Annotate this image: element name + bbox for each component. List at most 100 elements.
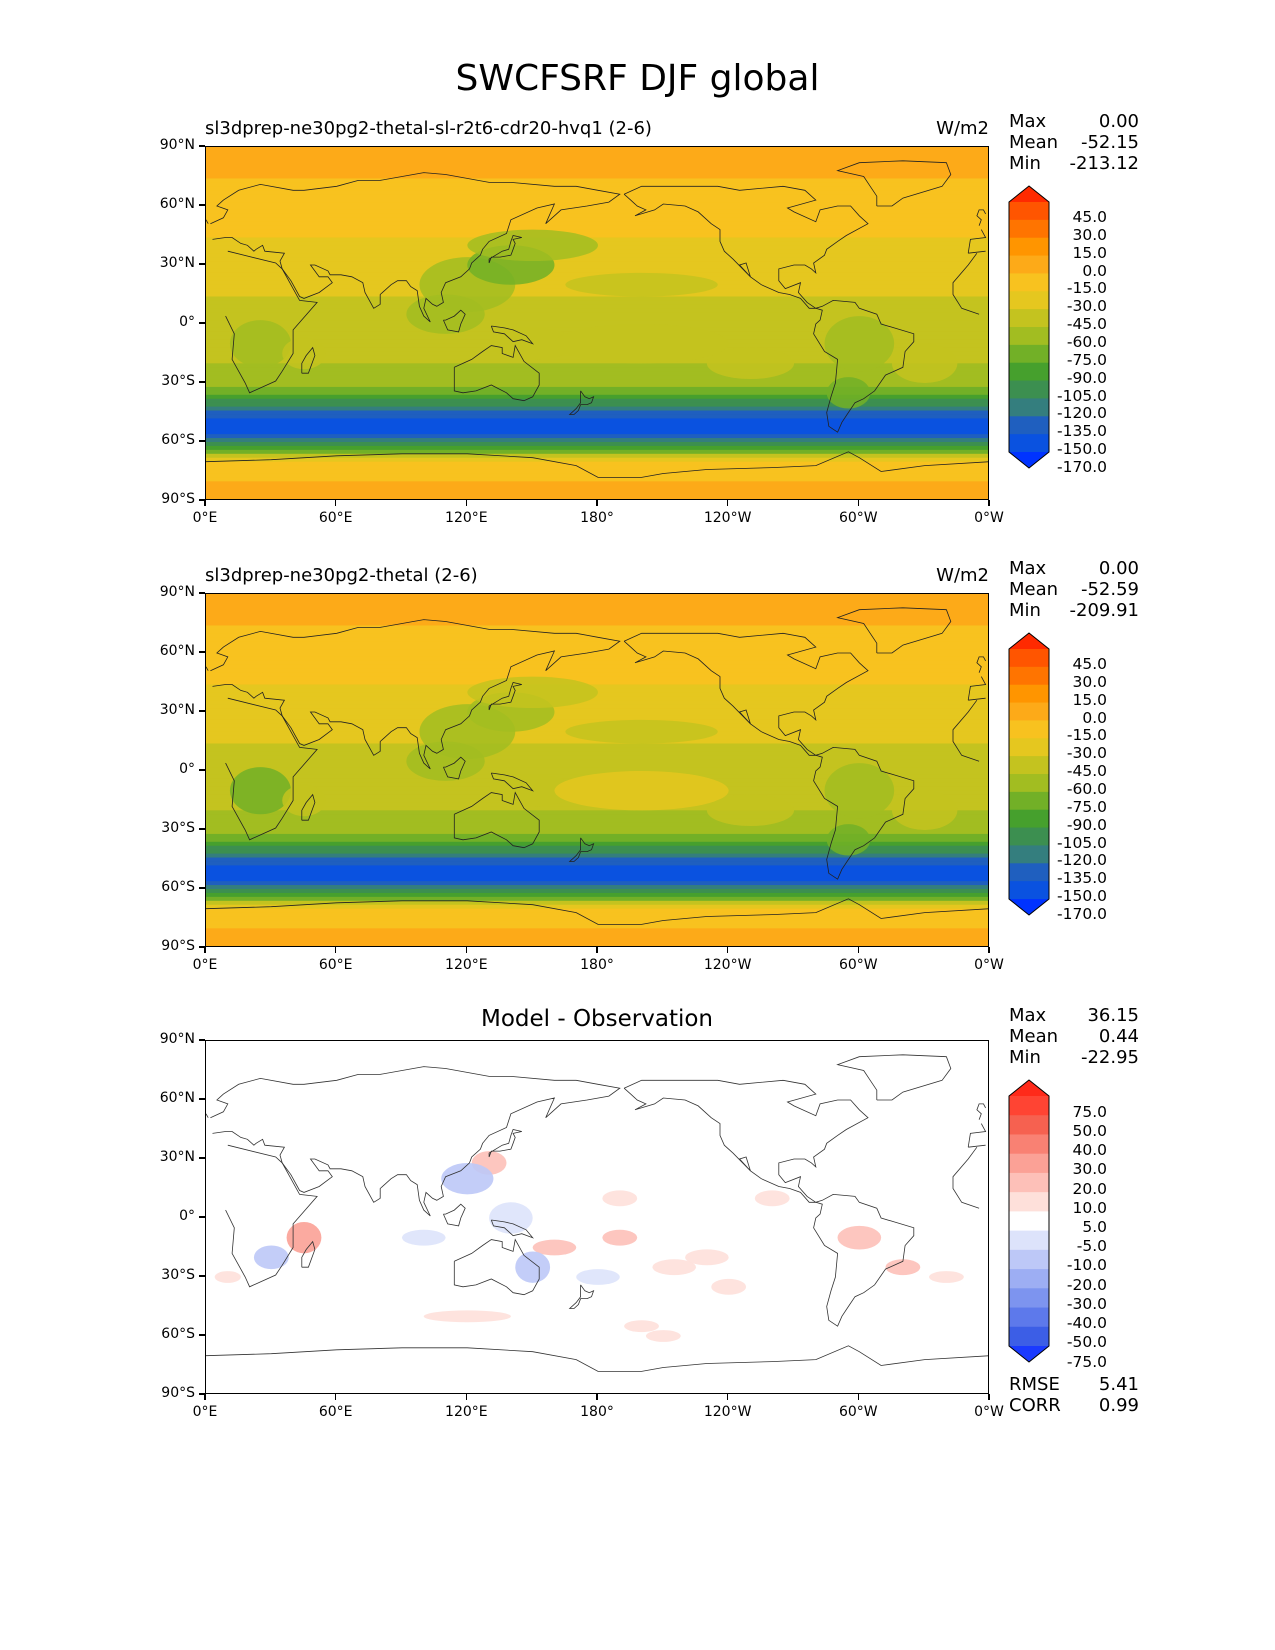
field-band	[206, 660, 988, 666]
colorbar-tick-label: 40.0	[1072, 1141, 1107, 1160]
colorbar-segment	[1009, 774, 1049, 793]
colorbar-extend-bottom	[1009, 1346, 1049, 1362]
error-stat-rmse: RMSE 5.41	[1009, 1374, 1139, 1395]
stat-value: 36.15	[1087, 1005, 1139, 1026]
field-band	[206, 359, 988, 364]
field-blob	[624, 1320, 659, 1333]
field-band	[206, 473, 988, 478]
colorbar-tick-label: -15.0	[1066, 726, 1107, 745]
y-tick-mark	[199, 1157, 205, 1159]
field-band	[206, 680, 988, 686]
colorbar-segment	[1009, 809, 1049, 829]
field-blob	[824, 763, 895, 819]
map-plot-area	[205, 146, 989, 500]
field-blob	[826, 824, 871, 856]
field-band	[206, 221, 988, 227]
coastline-path	[490, 1219, 534, 1239]
field-band	[206, 645, 988, 650]
field-blob	[214, 1271, 241, 1283]
field-blob	[423, 1310, 511, 1323]
x-tick-label: 60°W	[838, 957, 878, 973]
y-tick-label: 30°S	[161, 820, 195, 836]
map-svg	[206, 594, 988, 946]
coastline-path	[225, 250, 980, 394]
field-band	[206, 166, 988, 172]
field-band	[206, 916, 988, 922]
field-band	[206, 300, 988, 305]
stat-label: Mean	[1009, 1026, 1059, 1047]
field-band	[206, 453, 988, 459]
field-background	[206, 1041, 988, 1393]
x-tick-label: 60°E	[318, 1404, 353, 1420]
field-blob	[576, 1269, 620, 1285]
field-band	[206, 304, 988, 309]
x-tick-label: 180°	[580, 1404, 614, 1420]
colorbar-tick-label: -45.0	[1066, 315, 1107, 334]
colorbar-segment	[1009, 327, 1049, 346]
colorbar	[1008, 185, 1050, 469]
stat-row-mean: Mean -52.59	[1009, 579, 1139, 600]
colorbar-segment	[1009, 273, 1049, 292]
coastline-path	[813, 746, 915, 880]
colorbar-segment	[1009, 720, 1049, 739]
field-band	[206, 920, 988, 925]
y-tick-mark	[199, 1216, 205, 1218]
stat-label: Min	[1009, 153, 1041, 174]
field-band	[206, 743, 988, 748]
coastline-path	[301, 793, 316, 821]
field-band	[206, 449, 988, 455]
colorbar-segment	[1009, 1115, 1049, 1135]
field-band	[206, 414, 988, 419]
field-band	[206, 465, 988, 471]
field-band	[206, 826, 988, 831]
field-blob	[554, 323, 729, 364]
stat-value: -52.59	[1080, 579, 1139, 600]
colorbar-segment	[1009, 398, 1049, 417]
field-band	[206, 316, 988, 321]
field-blob	[652, 1259, 697, 1276]
error-stat-corr: CORR 0.99	[1009, 1395, 1139, 1416]
stat-label: Mean	[1009, 579, 1059, 600]
field-band	[206, 656, 988, 662]
coastline-path	[490, 325, 534, 345]
colorbar-tick-label: -135.0	[1057, 422, 1107, 441]
colorbar-segment	[1009, 791, 1049, 811]
field-band	[206, 292, 988, 298]
field-blob	[441, 1162, 494, 1195]
colorbar-tick-label: -120.0	[1057, 851, 1107, 870]
y-tick-label: 60°S	[161, 879, 195, 895]
field-band	[206, 386, 988, 392]
coastline-path	[206, 451, 988, 478]
field-band	[206, 609, 988, 615]
x-tick-label: 120°W	[703, 957, 752, 973]
colorbar-tick-label: -60.0	[1066, 332, 1107, 351]
field-band	[206, 621, 988, 627]
colorbar-segment	[1009, 1230, 1049, 1251]
field-band	[206, 885, 988, 890]
field-band	[206, 708, 988, 713]
field-band	[206, 371, 988, 376]
field-band	[206, 617, 988, 623]
field-band	[206, 312, 988, 317]
field-band	[206, 402, 988, 408]
coastline-path	[568, 1284, 595, 1309]
coastline-path	[568, 837, 595, 862]
x-tick-mark	[857, 500, 860, 506]
map-svg	[206, 147, 988, 499]
y-tick-label: 60°S	[161, 432, 195, 448]
x-tick-mark	[334, 1394, 337, 1400]
field-band	[206, 837, 988, 843]
x-tick-mark	[988, 947, 990, 953]
field-band	[206, 147, 988, 152]
x-tick-label: 0°W	[974, 957, 1004, 973]
field-band	[206, 398, 988, 404]
colorbar-extend-bottom	[1009, 899, 1049, 915]
field-band	[206, 445, 988, 451]
coastline-path	[210, 172, 987, 323]
panel-units: W/m2	[936, 565, 989, 586]
field-band	[206, 912, 988, 918]
colorbar-tick-label: -75.0	[1066, 1352, 1107, 1371]
field-blob	[685, 1249, 729, 1266]
field-band	[206, 457, 988, 463]
x-tick-mark	[204, 500, 206, 506]
